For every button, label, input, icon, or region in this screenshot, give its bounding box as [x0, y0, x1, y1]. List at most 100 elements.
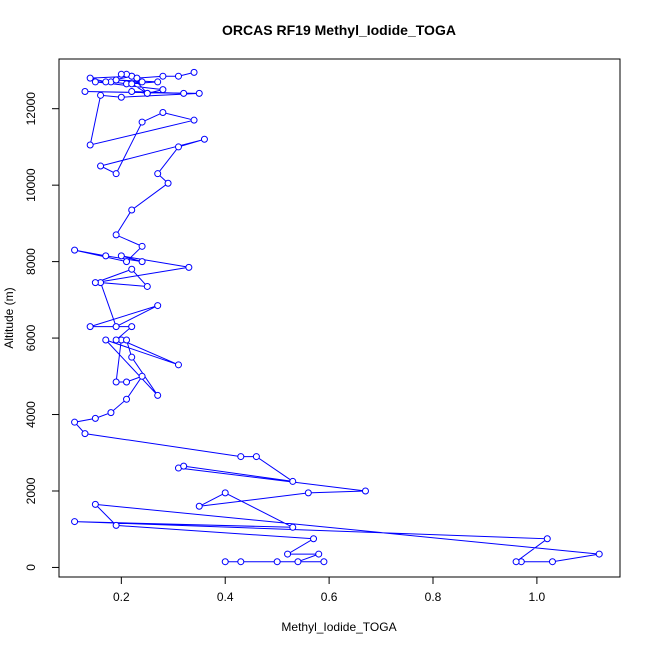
x-tick-label: 0.4	[217, 590, 234, 604]
y-tick-label: 10000	[24, 168, 38, 202]
data-point	[548, 558, 556, 566]
data-point	[91, 78, 99, 86]
data-point	[112, 231, 120, 239]
data-point	[252, 453, 260, 461]
data-point	[180, 462, 188, 470]
data-point	[102, 78, 110, 86]
y-tick-label: 12000	[24, 92, 38, 126]
data-point	[112, 336, 120, 344]
data-point	[174, 143, 182, 151]
data-point	[138, 242, 146, 250]
data-point	[71, 418, 79, 426]
data-point	[273, 558, 281, 566]
data-point	[91, 414, 99, 422]
data-point	[107, 409, 115, 417]
x-axis-label: Methyl_Iodide_TOGA	[281, 620, 396, 634]
data-point	[315, 550, 323, 558]
data-point	[102, 252, 110, 260]
data-point	[117, 70, 125, 78]
data-point	[200, 135, 208, 143]
data-point	[81, 87, 89, 95]
data-point	[159, 109, 167, 117]
data-point	[304, 489, 312, 497]
data-point	[284, 550, 292, 558]
y-tick-label: 8000	[24, 248, 38, 275]
data-point	[91, 500, 99, 508]
data-point	[117, 252, 125, 260]
data-point	[310, 535, 318, 543]
data-point	[174, 361, 182, 369]
data-point	[97, 162, 105, 170]
data-point	[123, 336, 131, 344]
y-tick-label: 6000	[24, 324, 38, 351]
y-tick-label: 0	[24, 564, 38, 571]
data-point	[289, 523, 297, 531]
data-point	[195, 502, 203, 510]
y-axis-label: Altitude (m)	[2, 287, 16, 348]
data-point	[237, 453, 245, 461]
data-point	[128, 206, 136, 214]
data-point	[190, 68, 198, 76]
data-point	[128, 353, 136, 361]
data-point	[112, 170, 120, 178]
data-point	[138, 372, 146, 380]
data-point	[361, 487, 369, 495]
data-point	[97, 91, 105, 99]
series-layer	[71, 68, 603, 566]
data-point	[512, 558, 520, 566]
x-tick-label: 1.0	[529, 590, 546, 604]
data-point	[86, 323, 94, 331]
data-point	[123, 258, 131, 266]
data-point	[117, 93, 125, 101]
series-line	[73, 71, 600, 563]
data-point	[143, 89, 151, 97]
data-point	[138, 258, 146, 266]
x-tick-label: 0.2	[113, 590, 130, 604]
data-point	[237, 558, 245, 566]
data-point	[164, 179, 172, 187]
x-axis: 0.2 0.4 0.6 0.8 1.0	[113, 576, 546, 604]
data-point	[128, 323, 136, 331]
data-point	[190, 116, 198, 124]
data-point	[112, 76, 120, 84]
data-point	[143, 282, 151, 290]
y-tick-label: 4000	[24, 401, 38, 428]
data-point	[138, 118, 146, 126]
data-point	[294, 558, 302, 566]
data-point	[195, 89, 203, 97]
data-point	[185, 263, 193, 271]
data-point	[221, 558, 229, 566]
data-point	[595, 550, 603, 558]
data-point	[221, 489, 229, 497]
data-point	[159, 86, 167, 94]
data-point	[320, 558, 328, 566]
x-tick-label: 0.6	[321, 590, 338, 604]
data-point	[543, 535, 551, 543]
data-point	[81, 430, 89, 438]
data-point	[128, 87, 136, 95]
y-tick-label: 2000	[24, 477, 38, 504]
data-point	[102, 336, 110, 344]
y-axis: 0 2000 4000 6000 8000 10000 12000	[24, 92, 60, 571]
data-point	[112, 323, 120, 331]
data-point	[91, 279, 99, 287]
data-point	[86, 141, 94, 149]
data-point	[154, 391, 162, 399]
x-tick-label: 0.8	[425, 590, 442, 604]
data-point	[86, 74, 94, 82]
data-point	[133, 74, 141, 82]
data-point	[154, 302, 162, 310]
data-point	[71, 246, 79, 254]
data-point	[154, 78, 162, 86]
data-point	[112, 521, 120, 529]
data-point	[123, 378, 131, 386]
data-point	[154, 170, 162, 178]
chart-title: ORCAS RF19 Methyl_Iodide_TOGA	[222, 22, 456, 38]
data-point	[112, 378, 120, 386]
data-point	[174, 72, 182, 80]
data-point	[159, 72, 167, 80]
data-point	[128, 80, 136, 88]
data-point	[123, 395, 131, 403]
